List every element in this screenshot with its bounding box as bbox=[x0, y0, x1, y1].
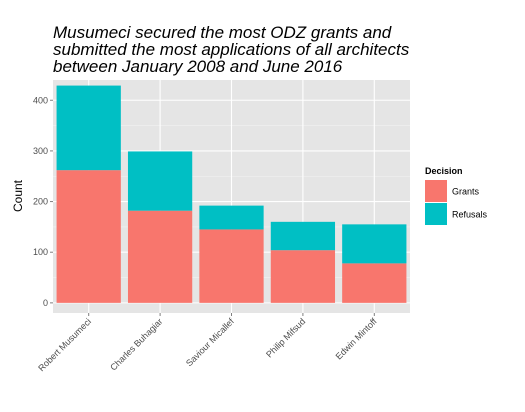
x-tick-label: Saviour Micallef bbox=[184, 316, 236, 368]
bar-grants-philip-mifsud bbox=[270, 250, 336, 303]
y-axis: 0 100 200 300 400 bbox=[33, 95, 53, 308]
y-tick-label: 300 bbox=[33, 146, 48, 156]
y-tick-label: 100 bbox=[33, 247, 48, 257]
y-axis-title: Count bbox=[11, 179, 25, 212]
bar-grants-saviour-micallef bbox=[199, 229, 264, 303]
bar-refusals-philip-mifsud bbox=[270, 221, 336, 251]
legend: Decision Grants Refusals bbox=[425, 166, 488, 225]
y-tick-label: 200 bbox=[33, 197, 48, 207]
x-tick-label: Charles Buhagiar bbox=[108, 316, 164, 372]
x-axis: Robert Musumeci Charles Buhagiar Saviour M… bbox=[36, 313, 379, 373]
bar-refusals-edwin-mintoff bbox=[342, 224, 407, 264]
bar-refusals-robert-musumeci bbox=[56, 85, 121, 171]
legend-label-grants: Grants bbox=[452, 187, 480, 197]
bar-refusals-saviour-micallef bbox=[199, 205, 264, 230]
bars-layer bbox=[56, 85, 407, 303]
y-tick-label: 0 bbox=[43, 298, 48, 308]
legend-key-refusals bbox=[425, 203, 447, 225]
legend-items: Grants Refusals bbox=[425, 180, 488, 225]
x-tick-label: Edwin Mintoff bbox=[334, 316, 380, 362]
chart-title-line-1: Musumeci secured the most ODZ grants and bbox=[53, 23, 392, 42]
legend-key-grants bbox=[425, 180, 447, 202]
legend-label-refusals: Refusals bbox=[452, 210, 488, 220]
x-tick-label: Robert Musumeci bbox=[36, 316, 93, 373]
bar-grants-robert-musumeci bbox=[56, 170, 121, 303]
legend-title: Decision bbox=[425, 166, 463, 176]
chart-title-line-3: between January 2008 and June 2016 bbox=[53, 57, 343, 76]
bar-refusals-charles-buhagiar bbox=[127, 151, 193, 211]
y-tick-label: 400 bbox=[33, 95, 48, 105]
bar-grants-edwin-mintoff bbox=[342, 263, 407, 303]
x-tick-label: Philip Mifsud bbox=[264, 316, 307, 359]
chart-title: Musumeci secured the most ODZ grants and… bbox=[53, 23, 410, 76]
chart-title-line-2: submitted the most applications of all a… bbox=[53, 40, 410, 59]
bar-grants-charles-buhagiar bbox=[127, 210, 193, 303]
